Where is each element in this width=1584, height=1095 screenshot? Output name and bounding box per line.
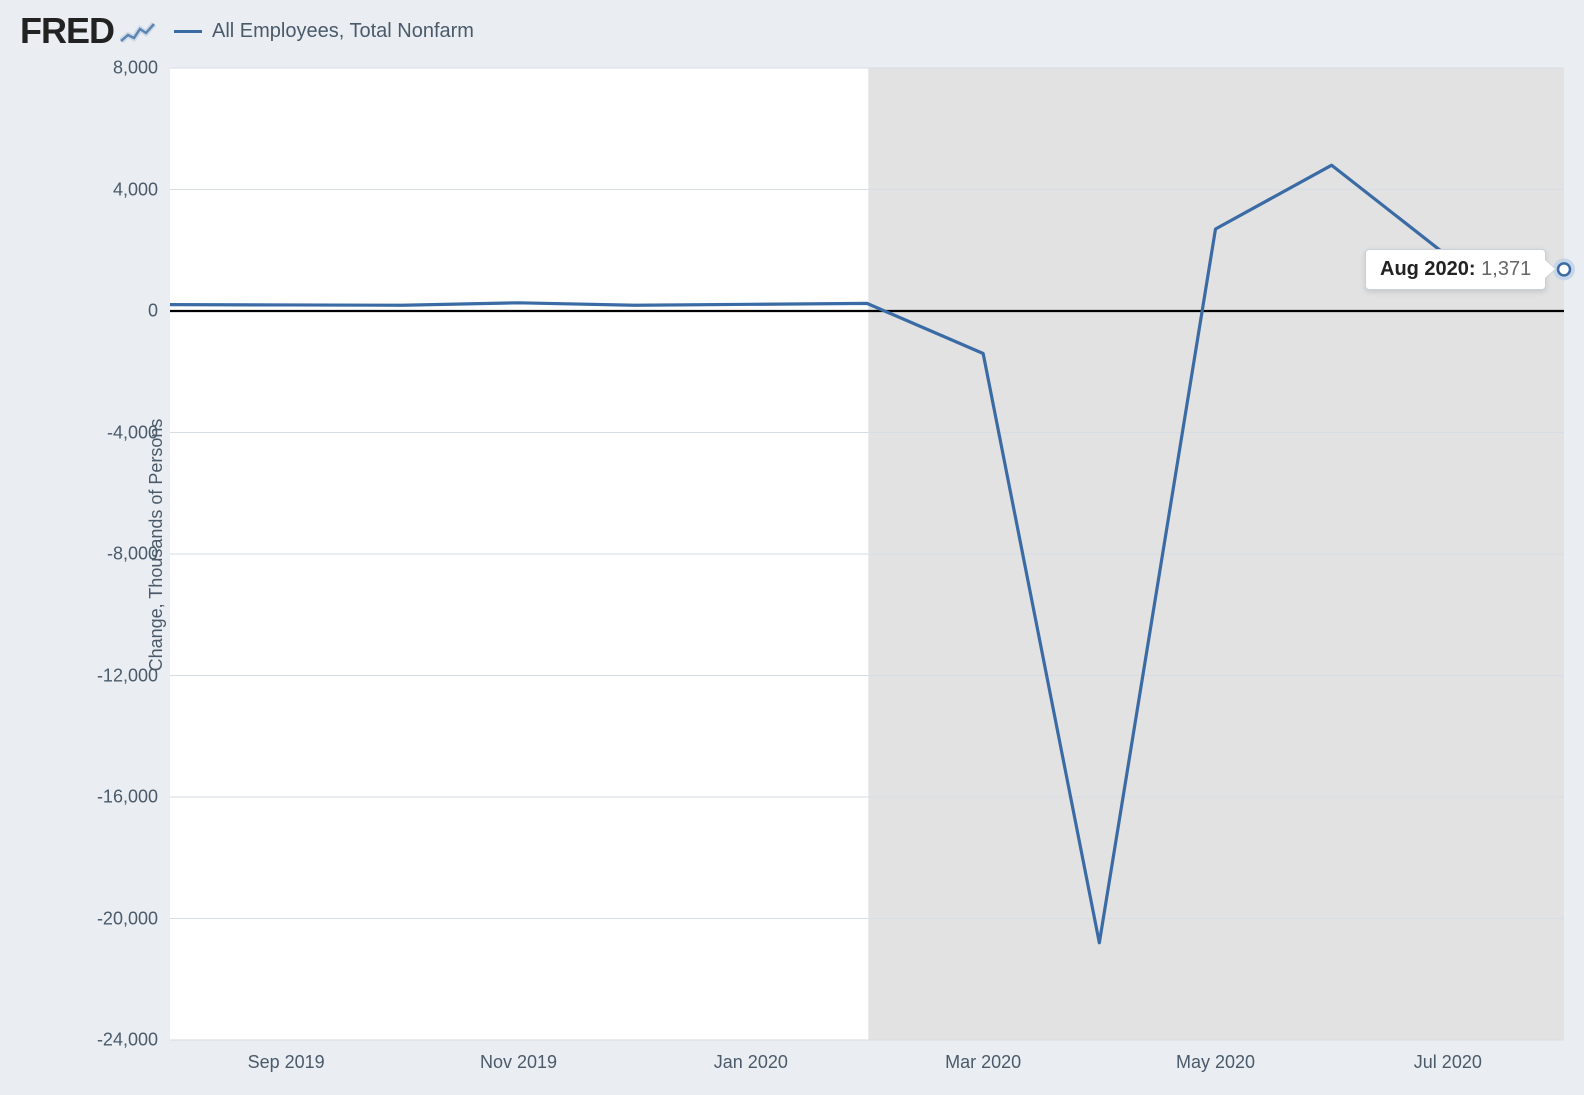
y-tick-label: 8,000 [58, 58, 158, 79]
x-tick-label: Jul 2020 [1414, 1052, 1482, 1073]
y-tick-label: -8,000 [58, 544, 158, 565]
y-tick-label: -24,000 [58, 1030, 158, 1051]
tooltip-date: Aug 2020: [1380, 258, 1476, 280]
x-tick-label: May 2020 [1176, 1052, 1255, 1073]
y-tick-label: -4,000 [58, 422, 158, 443]
x-tick-label: Jan 2020 [714, 1052, 788, 1073]
x-tick-label: Sep 2019 [248, 1052, 325, 1073]
chart-svg[interactable] [0, 0, 1584, 1090]
chart-container: Change, Thousands of Persons 8,0004,0000… [0, 0, 1584, 1090]
y-tick-label: -12,000 [58, 665, 158, 686]
data-tooltip: Aug 2020: 1,371 [1365, 249, 1546, 290]
y-tick-label: -16,000 [58, 787, 158, 808]
y-tick-label: 0 [58, 301, 158, 322]
x-tick-label: Mar 2020 [945, 1052, 1021, 1073]
x-tick-label: Nov 2019 [480, 1052, 557, 1073]
y-tick-label: 4,000 [58, 179, 158, 200]
tooltip-value: 1,371 [1481, 258, 1531, 280]
y-tick-label: -20,000 [58, 908, 158, 929]
